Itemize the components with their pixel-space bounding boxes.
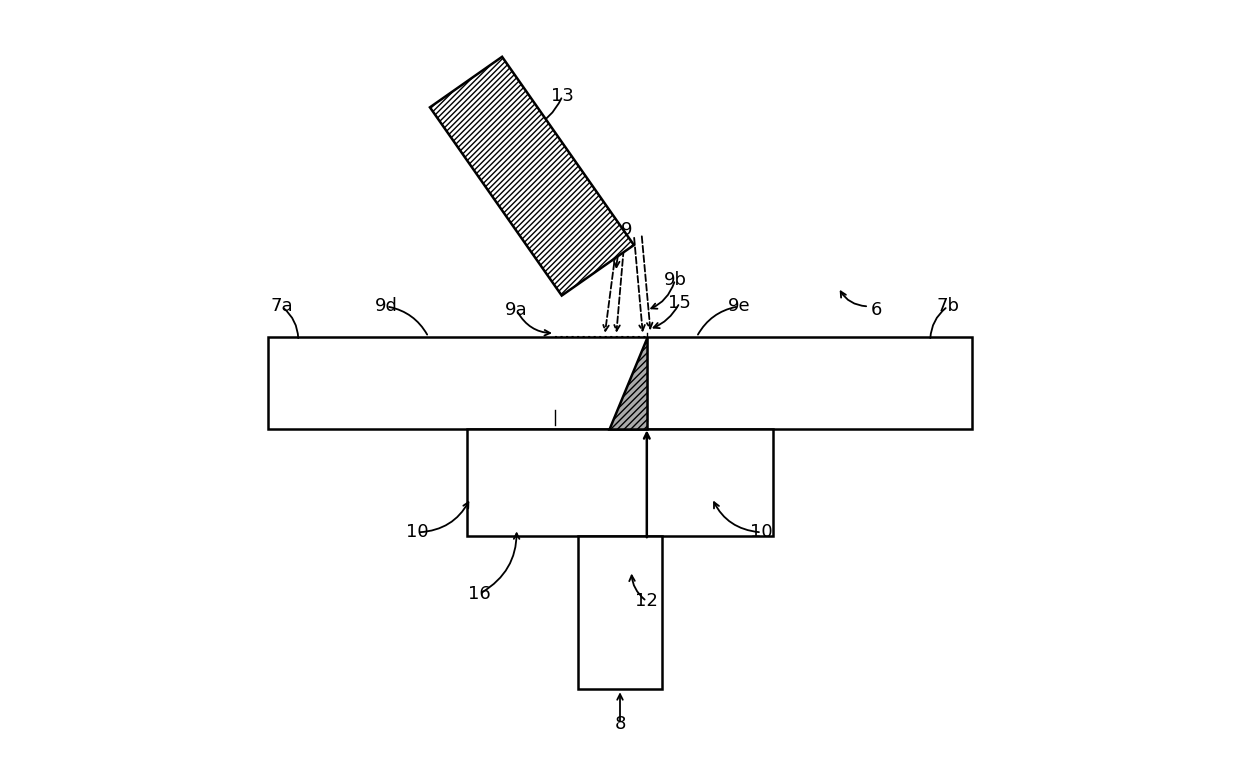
Text: 16: 16 bbox=[469, 584, 491, 603]
Text: 11: 11 bbox=[591, 209, 615, 228]
Text: 6: 6 bbox=[870, 301, 883, 319]
Polygon shape bbox=[609, 337, 647, 429]
Text: 13: 13 bbox=[551, 87, 574, 105]
Text: 7b: 7b bbox=[936, 297, 960, 316]
Text: 12: 12 bbox=[635, 592, 658, 611]
Text: 10: 10 bbox=[405, 523, 428, 542]
Text: 8: 8 bbox=[614, 715, 626, 733]
Text: 14: 14 bbox=[574, 247, 596, 266]
Text: 9: 9 bbox=[620, 221, 632, 239]
Text: 15: 15 bbox=[668, 293, 691, 312]
Bar bbox=[578, 536, 662, 689]
Text: 7a: 7a bbox=[270, 297, 293, 316]
Text: 9a: 9a bbox=[505, 301, 528, 319]
Bar bbox=[466, 429, 774, 536]
Text: 9b: 9b bbox=[663, 270, 687, 289]
Text: 9e: 9e bbox=[728, 297, 750, 316]
Polygon shape bbox=[430, 57, 634, 296]
Text: 10: 10 bbox=[750, 523, 773, 542]
Text: 9d: 9d bbox=[374, 297, 398, 316]
Bar bbox=[268, 337, 972, 429]
